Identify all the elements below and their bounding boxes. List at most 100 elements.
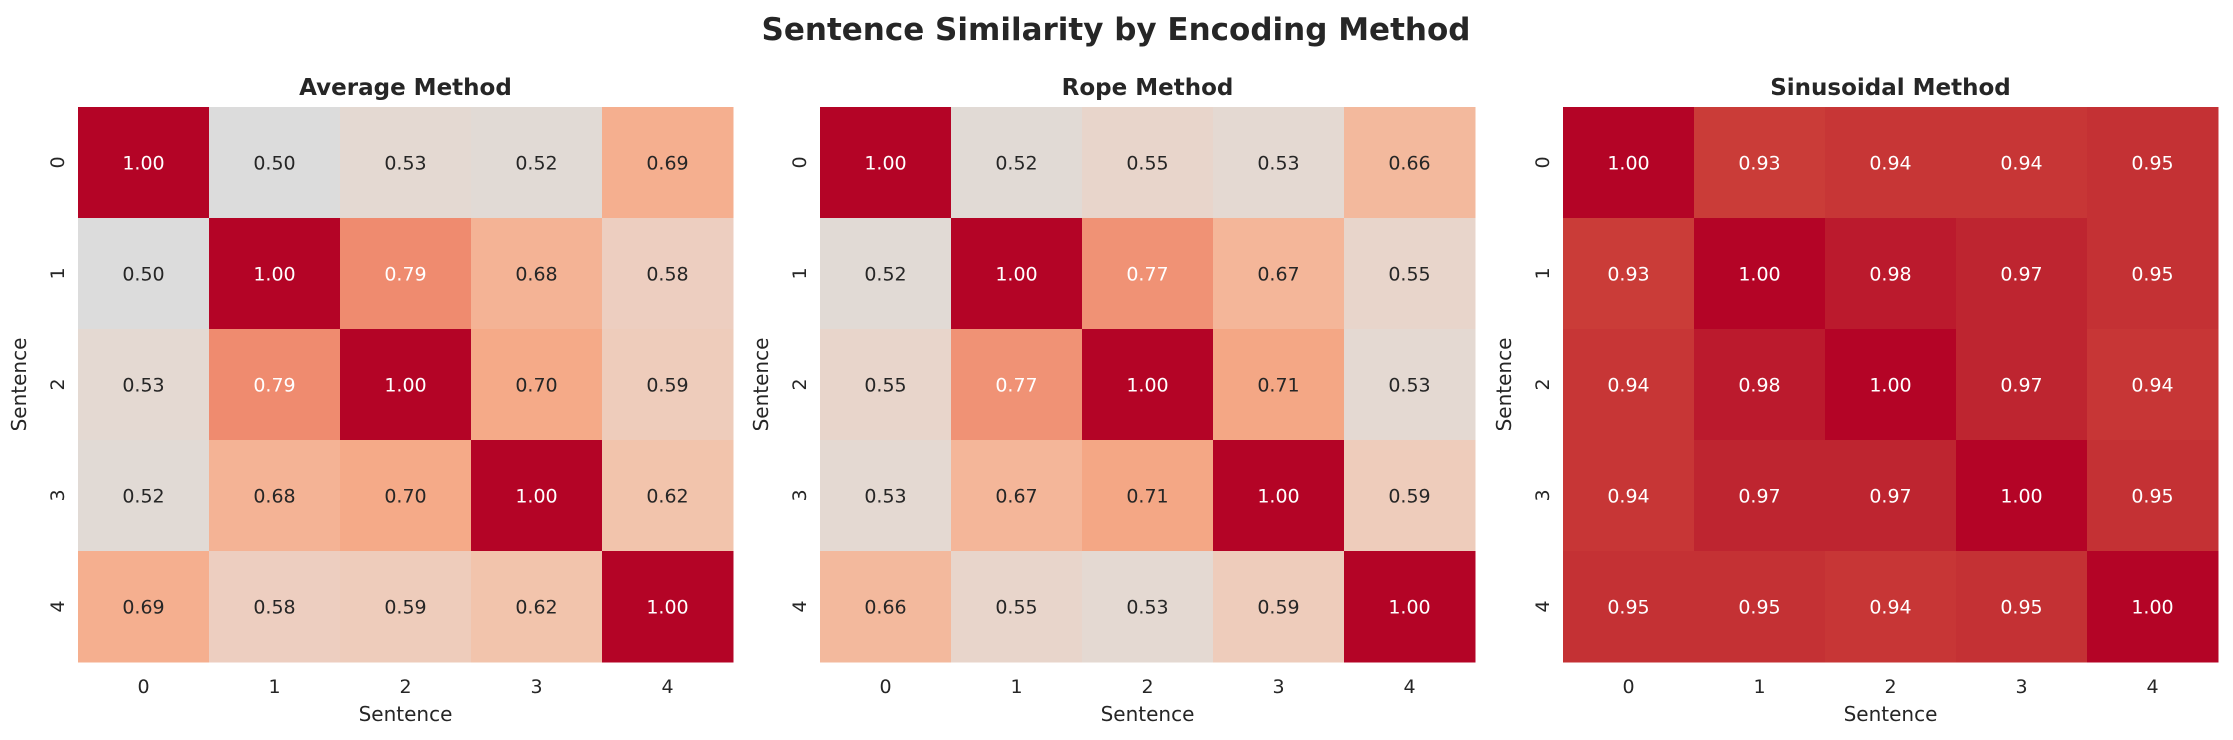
cell-annotation: 0.59 [384, 597, 426, 619]
y-tick-label: 4 [47, 600, 69, 612]
heatmap-panel-1: Rope Method 1.00 0.52 0.55 0.53 0.66 0.52 1.00 0… [749, 75, 1476, 726]
heatmap-cell [78, 218, 210, 330]
x-axis-label: Sentence [1844, 702, 1938, 726]
y-tick-label: 2 [789, 378, 811, 390]
cell-annotation: 0.95 [2131, 153, 2173, 175]
cell-annotation: 0.95 [2000, 597, 2042, 619]
cell-annotation: 0.94 [2131, 375, 2173, 397]
cell-annotation: 0.59 [1388, 486, 1430, 508]
heatmap-cell [602, 440, 734, 552]
heatmap-cell [951, 107, 1083, 219]
cell-annotation: 0.59 [1257, 597, 1299, 619]
cell-annotation: 0.95 [1738, 597, 1780, 619]
cell-annotation: 0.93 [1738, 153, 1780, 175]
cell-annotation: 0.79 [384, 264, 426, 286]
heatmap-cell [1563, 107, 1695, 219]
cell-annotation: 0.58 [253, 597, 295, 619]
y-tick-label: 4 [1532, 600, 1554, 612]
x-tick-label: 4 [661, 676, 673, 698]
heatmap-cell [1344, 107, 1476, 219]
heatmap-cell [78, 107, 210, 219]
x-axis-label: Sentence [359, 702, 453, 726]
x-tick-label: 2 [1884, 676, 1896, 698]
x-tick-label: 3 [1272, 676, 1284, 698]
cell-annotation: 0.71 [1126, 486, 1168, 508]
x-tick-label: 1 [1010, 676, 1022, 698]
x-tick-label: 3 [530, 676, 542, 698]
cell-annotation: 1.00 [646, 597, 688, 619]
cell-annotation: 0.69 [646, 153, 688, 175]
cell-annotation: 0.97 [2000, 375, 2042, 397]
heatmap-cell [1344, 329, 1476, 441]
cell-annotation: 0.53 [1257, 153, 1299, 175]
heatmap-cell [1825, 329, 1957, 441]
cell-annotation: 1.00 [864, 153, 906, 175]
heatmap-cell [1956, 107, 2088, 219]
cell-annotation: 0.98 [1869, 264, 1911, 286]
heatmap-cell [340, 551, 472, 663]
heatmap-cell [1956, 551, 2088, 663]
heatmap-cell [1825, 218, 1957, 330]
cell-annotation: 0.94 [1607, 486, 1649, 508]
x-tick-label: 2 [1141, 676, 1153, 698]
cell-annotation: 0.77 [1126, 264, 1168, 286]
cell-annotation: 0.53 [864, 486, 906, 508]
cell-annotation: 0.93 [1607, 264, 1649, 286]
heatmap-cell [1563, 440, 1695, 552]
cell-annotation: 0.59 [646, 375, 688, 397]
heatmap-cell [820, 329, 952, 441]
heatmap-cell [471, 551, 603, 663]
cell-annotation: 0.58 [646, 264, 688, 286]
heatmap-cell [209, 329, 341, 441]
x-tick-label: 0 [137, 676, 149, 698]
x-tick-label: 4 [1403, 676, 1415, 698]
panels: Average Method 1.00 0.50 0.53 0.52 0.69 0.50 1.… [7, 75, 2219, 726]
heatmap-cell [78, 329, 210, 441]
cell-annotation: 0.97 [2000, 264, 2042, 286]
heatmap-cell [2087, 440, 2219, 552]
y-tick-label: 0 [47, 156, 69, 168]
heatmap-cell [1344, 440, 1476, 552]
cell-annotation: 1.00 [253, 264, 295, 286]
heatmap-cell [1082, 551, 1214, 663]
cell-annotation: 0.53 [122, 375, 164, 397]
x-tick-label: 1 [1753, 676, 1765, 698]
heatmap-cell [1694, 107, 1826, 219]
cell-annotation: 0.62 [515, 597, 557, 619]
heatmap-cell [951, 218, 1083, 330]
cell-annotation: 0.53 [1388, 375, 1430, 397]
cell-annotation: 0.94 [1607, 375, 1649, 397]
heatmap-cell [951, 329, 1083, 441]
cell-annotation: 0.50 [122, 264, 164, 286]
cell-annotation: 0.55 [995, 597, 1037, 619]
heatmap-cell [1563, 218, 1695, 330]
cell-annotation: 1.00 [1388, 597, 1430, 619]
cell-annotation: 0.97 [1738, 486, 1780, 508]
y-tick-label: 0 [1532, 156, 1554, 168]
heatmap-cell [2087, 218, 2219, 330]
cell-annotation: 0.66 [1388, 153, 1430, 175]
y-tick-label: 3 [789, 489, 811, 501]
cell-annotation: 0.52 [515, 153, 557, 175]
y-tick-label: 1 [47, 267, 69, 279]
x-tick-label: 3 [2015, 676, 2027, 698]
heatmap-cell [1694, 329, 1826, 441]
cell-annotation: 0.68 [515, 264, 557, 286]
cell-annotation: 1.00 [1607, 153, 1649, 175]
x-tick-label: 2 [399, 676, 411, 698]
y-axis-label: Sentence [1492, 338, 1516, 432]
heatmap-cell [1956, 440, 2088, 552]
cell-annotation: 1.00 [2131, 597, 2173, 619]
cell-annotation: 1.00 [122, 153, 164, 175]
x-tick-label: 0 [1622, 676, 1634, 698]
heatmap-cell [209, 107, 341, 219]
cell-annotation: 0.52 [995, 153, 1037, 175]
heatmap-cell [340, 440, 472, 552]
panel-title: Average Method [299, 75, 512, 101]
cell-annotation: 0.67 [995, 486, 1037, 508]
heatmap-cell [1213, 218, 1345, 330]
cell-annotation: 1.00 [1257, 486, 1299, 508]
cell-annotation: 0.94 [1869, 597, 1911, 619]
cell-annotation: 0.95 [2131, 486, 2173, 508]
